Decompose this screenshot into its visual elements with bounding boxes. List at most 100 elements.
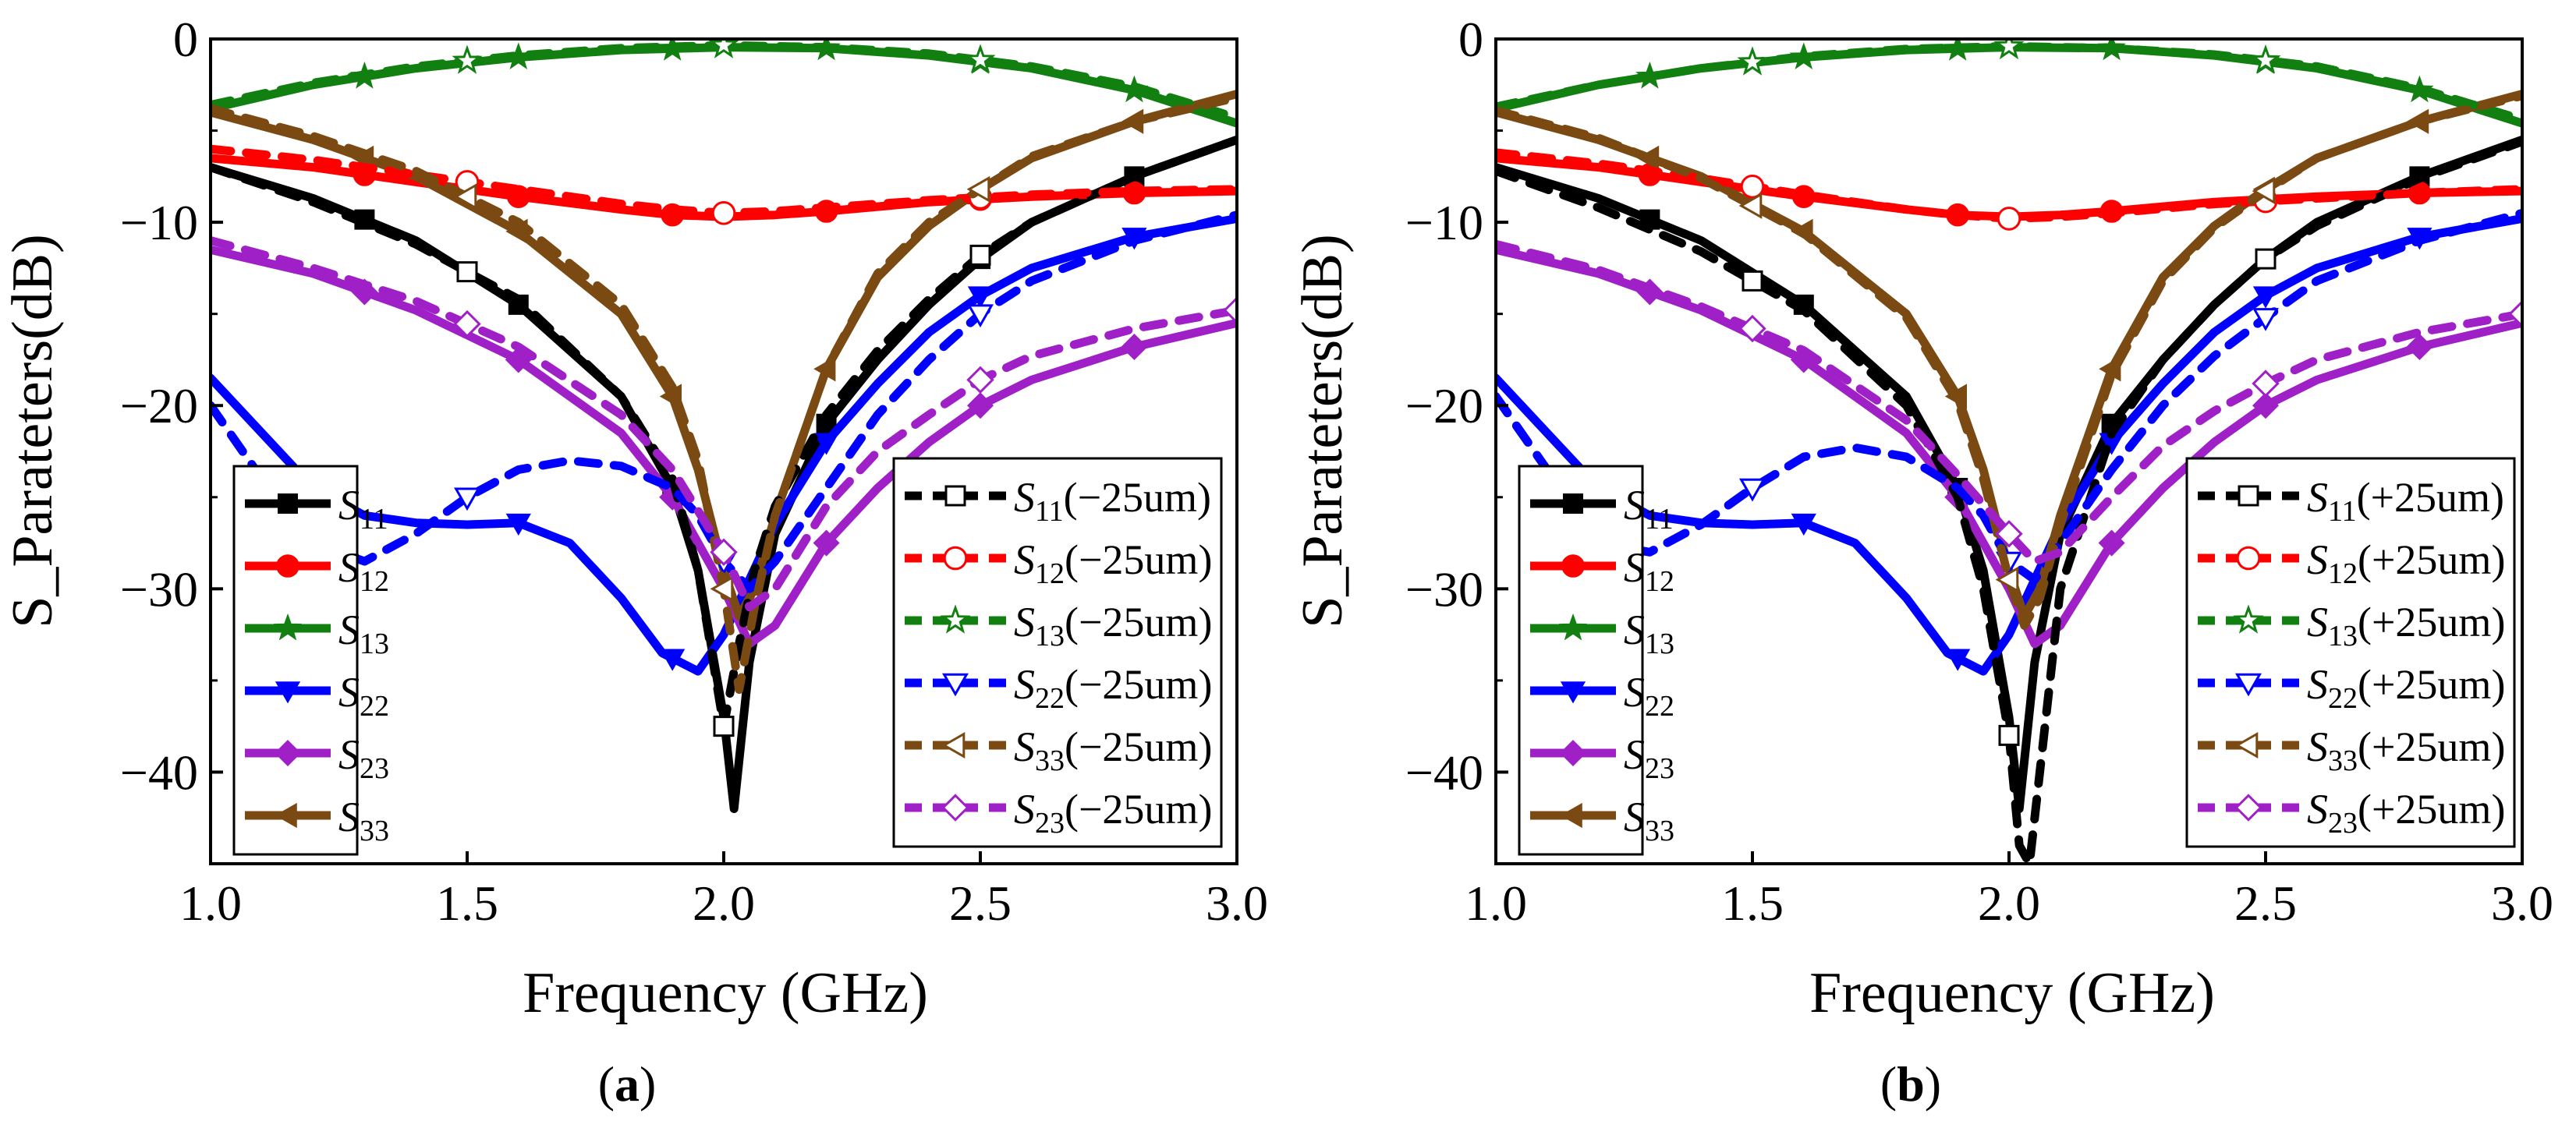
series-marker — [660, 649, 686, 671]
legend-subscript: 11 — [1645, 503, 1674, 536]
legend-subscript: 22 — [360, 690, 389, 723]
legend-marker — [276, 554, 299, 578]
legend-entry-label: S23 — [1624, 731, 1674, 785]
legend-subscript: 13 — [1645, 628, 1674, 660]
legend-marker — [1561, 554, 1585, 578]
legend-subscript: 33 — [360, 815, 389, 847]
legend-marker — [274, 739, 302, 767]
legend-entry-label: S22(+25um) — [2307, 661, 2505, 715]
legend-subscript: 13 — [360, 628, 389, 660]
series-marker — [1995, 520, 2023, 548]
legend-symbol: S — [338, 794, 360, 840]
legend-symbol: S — [338, 606, 360, 653]
y-tick-label: −10 — [120, 195, 198, 250]
panel-b-label: (b) — [1880, 1056, 1941, 1112]
legend-subscript: 23 — [1035, 807, 1065, 840]
legend-suffix: (+25um) — [2358, 536, 2505, 583]
legend-symbol: S — [1014, 599, 1035, 645]
legend-marker — [2236, 546, 2261, 571]
panel-b: 1.0 1.5 2.0 2.5 3.00−10−20−30−40 S11S12S13S2… — [1291, 12, 2553, 1112]
legend-entry-label: S12(−25um) — [1014, 536, 1212, 590]
legend-symbol: S — [2307, 723, 2328, 770]
legend-suffix: (+25um) — [2358, 661, 2505, 708]
legend-symbol: S — [1624, 482, 1645, 529]
legend-symbol: S — [1624, 606, 1645, 653]
legend-marker — [275, 802, 297, 829]
legend-marker — [943, 546, 968, 571]
series-marker — [966, 392, 994, 419]
legend-entry-label: S33 — [1624, 794, 1674, 847]
series-marker — [1742, 270, 1763, 292]
legend-box — [232, 465, 359, 856]
legend-box — [892, 457, 1223, 848]
series-marker — [710, 575, 734, 603]
legend-subscript: 11 — [1035, 495, 1064, 528]
series-marker — [813, 529, 840, 557]
series-marker — [1737, 46, 1768, 76]
series-s22 — [211, 214, 1237, 676]
panel-b-x-axis-label: Frequency (GHz) — [1809, 961, 2215, 1025]
legend-symbol: S — [2307, 536, 2328, 583]
y-tick-label: 0 — [1458, 12, 1483, 67]
legend-entry-label: S23(−25um) — [1014, 786, 1212, 840]
y-tick-label: −40 — [120, 744, 198, 800]
legend-symbol: S — [338, 669, 360, 716]
series-marker — [1121, 333, 1148, 361]
legend-entry-label: S33 — [338, 794, 389, 847]
series-marker — [966, 366, 994, 394]
series-marker — [711, 201, 736, 225]
legend-symbol: S — [1014, 723, 1035, 770]
legend-subscript: 12 — [1645, 565, 1674, 598]
legend-entry-label: S13 — [1624, 606, 1674, 660]
series-marker — [2252, 178, 2276, 205]
series-marker — [2252, 308, 2279, 331]
y-tick-label: −10 — [1405, 195, 1483, 250]
legend-subscript: 11 — [360, 503, 388, 536]
series-marker — [2252, 392, 2280, 419]
y-tick-label: 0 — [173, 12, 198, 67]
series-marker — [2252, 286, 2279, 309]
legend-subscript: 12 — [360, 565, 389, 598]
panel-b-ticks: 1.0 1.5 2.0 2.5 3.0 0 −10 −20 −30 −40 — [1405, 12, 2553, 931]
series-marker — [967, 304, 994, 328]
panel-b-series-layer — [1496, 39, 2522, 864]
series-marker — [2406, 333, 2433, 361]
legend-subscript: 11 — [2328, 495, 2357, 528]
legend-marker — [2234, 794, 2262, 822]
series-marker — [1791, 513, 1816, 536]
series-marker — [1998, 724, 2020, 746]
series-marker — [967, 286, 994, 309]
legend-marker — [941, 794, 969, 822]
legend-symbol: S — [1014, 536, 1035, 583]
series-s33+25um — [1496, 91, 2522, 630]
legend-marker — [944, 485, 966, 507]
legend-subscript: 23 — [1645, 752, 1674, 785]
legend-subscript: 12 — [2328, 557, 2358, 590]
x-tick-label: 2.5 — [949, 875, 1012, 931]
series-marker — [1945, 649, 1971, 671]
x-tick-label: 3.0 — [2491, 875, 2553, 931]
legend-symbol: S — [1624, 731, 1645, 778]
legend-marker — [1559, 739, 1587, 767]
series-s13+25um — [1496, 39, 2522, 124]
series-marker — [351, 278, 378, 306]
x-tick-label: 1.5 — [1721, 875, 1784, 931]
series-marker — [813, 433, 839, 455]
legend-subscript: 33 — [2328, 744, 2358, 777]
x-tick-label: 2.5 — [2234, 875, 2297, 931]
legend-entry-label: S33(−25um) — [1014, 723, 1212, 777]
legend-suffix: (−25um) — [1065, 786, 1212, 833]
panel-a-ticks: 1.0 1.5 2.0 2.5 3.0 0 −10 −20 −30 −40 — [120, 12, 1268, 931]
series-marker — [453, 309, 481, 338]
legend-symbol: S — [338, 482, 360, 529]
legend-subscript: 22 — [1645, 690, 1674, 723]
series-marker — [2508, 299, 2522, 328]
series-marker — [453, 183, 477, 210]
legend-entry-label: S23 — [338, 731, 389, 785]
series-marker — [965, 44, 996, 73]
legend-symbol: S — [1014, 661, 1035, 708]
legend-entry-label: S12(+25um) — [2307, 536, 2505, 590]
legend-entry-label: S12 — [338, 544, 389, 598]
series-marker — [1739, 478, 1766, 502]
